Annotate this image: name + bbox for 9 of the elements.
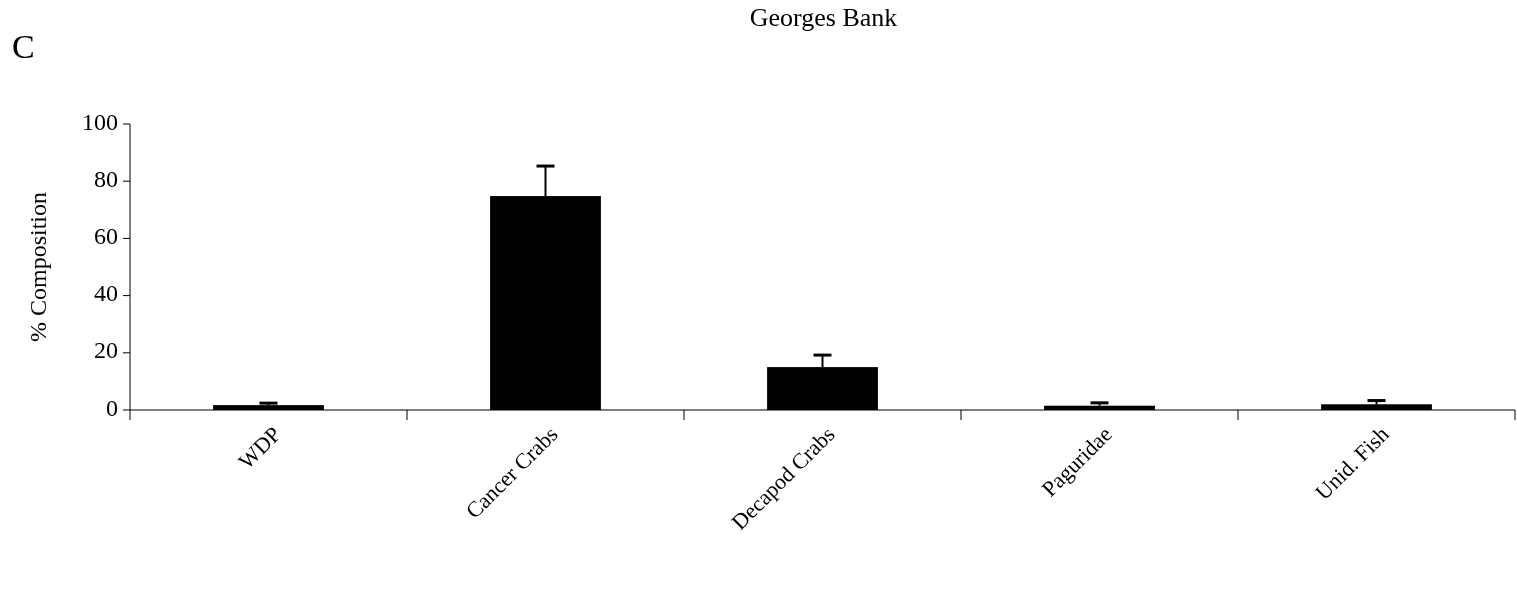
- y-tick-label: 60: [94, 222, 118, 249]
- text: C: [12, 27, 35, 65]
- chart-title: Georges Bank: [749, 2, 898, 32]
- y-tick-label: 40: [94, 280, 118, 307]
- y-tick-label: 0: [106, 394, 118, 421]
- y-tick-label: 100: [82, 108, 118, 135]
- y-tick-label: 80: [94, 165, 118, 192]
- y-tick-label: 20: [94, 337, 118, 364]
- y-axis-title: % Composition: [24, 191, 51, 343]
